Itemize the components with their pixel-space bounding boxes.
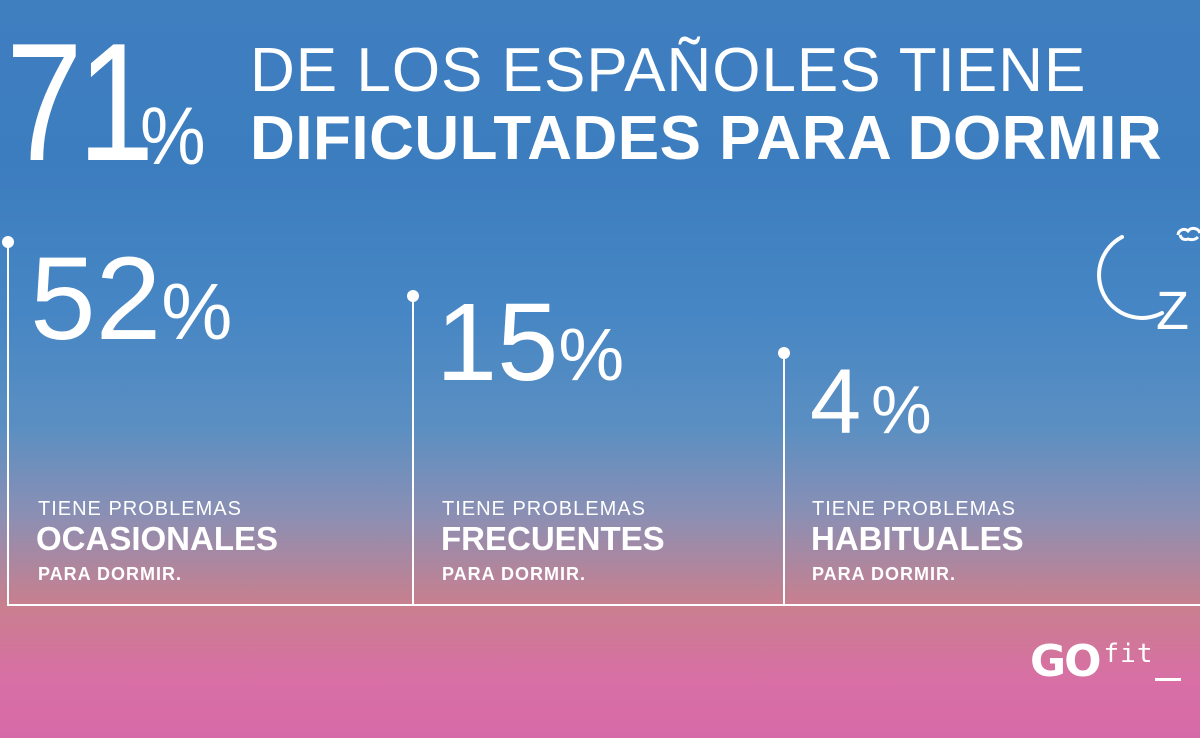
headline-line-1: DE LOS ESPAÑOLES TIENE [250,36,1087,105]
stat-2-value: 15% [436,281,625,404]
headline-percent-sign: % [140,91,206,182]
stat-1-label-bottom: PARA DORMIR. [38,564,182,584]
stat-3-value: 4% [810,351,932,453]
logo-underline [1155,678,1181,681]
logo-fit: fit [1103,639,1154,669]
headline-big-number: 71 [6,8,154,196]
stat-2-label-emphasis: FRECUENTES [441,520,665,557]
stat-3-label-top: TIENE PROBLEMAS [812,498,1016,520]
moon-icon [1097,235,1164,320]
column-2-line [412,296,414,606]
column-3-line [783,353,785,606]
gofit-logo: GO fit [1030,636,1154,687]
stat-3-label-bottom: PARA DORMIR. [812,564,956,584]
z-letter: Z [1156,281,1189,335]
stat-2-label-bottom: PARA DORMIR. [442,564,586,584]
cloud-icon [1176,226,1200,236]
baseline-divider [8,604,1200,606]
moon-sleep-icon: Z [1097,226,1200,335]
logo-go: GO [1030,636,1102,687]
stat-1-label-top: TIENE PROBLEMAS [38,498,242,520]
stat-2-label-top: TIENE PROBLEMAS [442,498,646,520]
stat-1-label-emphasis: OCASIONALES [36,520,279,557]
stat-1-value: 52% [30,233,233,365]
column-1-line [7,242,9,606]
headline-line-2: DIFICULTADES PARA DORMIR [250,104,1163,173]
stat-3-label-emphasis: HABITUALES [811,520,1024,557]
